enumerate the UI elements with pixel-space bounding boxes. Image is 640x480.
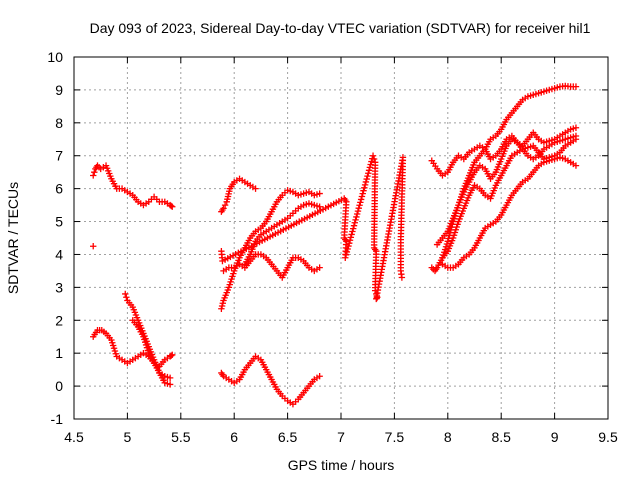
data-point (366, 164, 374, 171)
y-tick-label: -1 (51, 411, 64, 427)
data-points (90, 82, 580, 408)
x-axis-label: GPS time / hours (288, 457, 395, 473)
data-point (90, 172, 97, 179)
y-tick-label: 8 (55, 115, 63, 131)
y-tick-label: 3 (55, 279, 63, 295)
data-point (352, 216, 359, 224)
data-point (169, 351, 176, 359)
data-point (167, 352, 175, 359)
data-point (361, 181, 369, 189)
data-point (122, 290, 129, 298)
plot-frame (73, 56, 609, 420)
data-point (350, 222, 358, 229)
data-point (369, 152, 377, 159)
data-point (363, 175, 370, 183)
data-point (357, 196, 365, 203)
data-point (350, 225, 357, 232)
y-tick-label: 5 (55, 214, 63, 230)
data-point (367, 161, 374, 168)
data-point (365, 167, 373, 174)
y-tick-label: 2 (55, 312, 63, 328)
x-tick-label: 8.5 (491, 429, 511, 445)
x-tick-label: 5 (124, 429, 132, 445)
x-tick-label: 7 (337, 429, 345, 445)
data-point (252, 185, 259, 192)
data-point (359, 190, 366, 197)
data-point (398, 274, 406, 281)
x-tick-label: 9 (551, 429, 559, 445)
data-point (364, 172, 371, 180)
data-point (91, 168, 98, 176)
data-point (166, 381, 174, 388)
x-tick-label: 8 (444, 429, 452, 445)
data-point (572, 162, 580, 169)
data-point (572, 136, 580, 143)
data-point (370, 155, 378, 163)
data-point (348, 231, 355, 238)
data-point (347, 234, 355, 241)
data-point (354, 207, 362, 215)
y-tick-label: 7 (55, 148, 63, 164)
x-tick-label: 5.5 (171, 429, 191, 445)
data-point (572, 124, 580, 131)
data-point (342, 254, 349, 261)
data-point (444, 238, 451, 245)
data-point (355, 204, 362, 212)
x-tick-label: 7.5 (385, 429, 405, 445)
data-point (353, 213, 360, 221)
y-axis-label: SDTVAR / TECUs (5, 182, 21, 294)
y-tick-label: 9 (55, 82, 63, 98)
data-point (365, 170, 372, 177)
y-tick-label: 4 (55, 246, 63, 262)
data-point (316, 373, 323, 380)
y-tick-label: 1 (55, 345, 63, 361)
data-point (123, 294, 130, 301)
data-point (167, 202, 175, 210)
data-point (346, 239, 353, 247)
x-tick-labels: 4.5 5 5.5 6 6.5 7 7.5 8 8.5 9 9.5 (64, 429, 618, 445)
data-point (356, 202, 363, 209)
data-point (362, 178, 370, 186)
x-tick-label: 6 (230, 429, 238, 445)
data-point (343, 248, 351, 256)
data-point (351, 219, 358, 226)
data-point (358, 193, 366, 200)
y-tick-label: 0 (55, 378, 63, 394)
y-tick-labels: -1 0 1 2 3 4 5 6 7 8 9 10 (47, 49, 63, 427)
data-point (361, 184, 368, 191)
data-point (357, 199, 364, 206)
data-point (90, 243, 97, 250)
data-point (346, 237, 354, 244)
data-point (572, 83, 580, 90)
chart-title: Day 093 of 2023, Sidereal Day-to-day VTE… (90, 20, 591, 36)
data-point (316, 203, 323, 210)
data-point (221, 201, 229, 209)
x-tick-label: 9.5 (598, 429, 618, 445)
data-point (316, 190, 323, 197)
data-point (353, 210, 361, 218)
y-tick-label: 10 (47, 49, 63, 65)
data-point (342, 251, 350, 259)
data-point (220, 205, 227, 212)
data-point (344, 245, 351, 253)
y-tick-label: 6 (55, 181, 63, 197)
data-point (166, 374, 174, 382)
data-point (349, 228, 356, 235)
x-tick-label: 6.5 (278, 429, 298, 445)
data-point (169, 203, 176, 210)
x-tick-label: 4.5 (64, 429, 84, 445)
data-point (316, 264, 323, 271)
data-point (345, 242, 352, 250)
data-point (360, 187, 367, 194)
